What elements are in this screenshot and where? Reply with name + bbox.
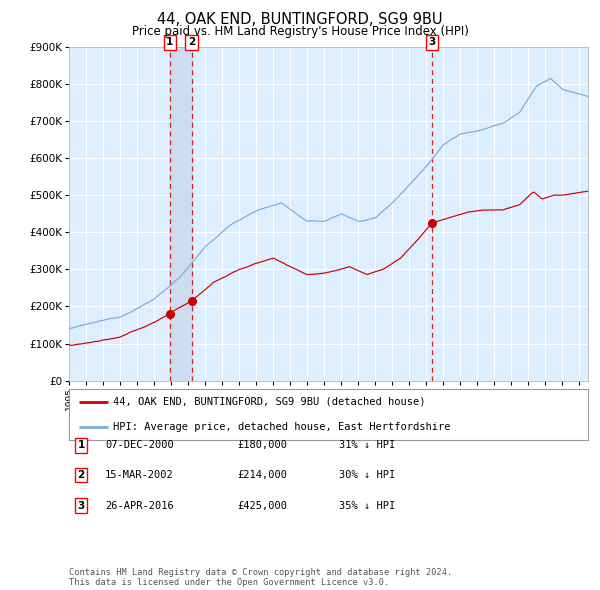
Text: 2: 2	[77, 470, 85, 480]
Text: 1: 1	[77, 441, 85, 450]
Text: 30% ↓ HPI: 30% ↓ HPI	[339, 470, 395, 480]
Text: HPI: Average price, detached house, East Hertfordshire: HPI: Average price, detached house, East…	[113, 422, 451, 432]
Text: £180,000: £180,000	[237, 441, 287, 450]
Text: 3: 3	[428, 37, 436, 47]
Text: 44, OAK END, BUNTINGFORD, SG9 9BU (detached house): 44, OAK END, BUNTINGFORD, SG9 9BU (detac…	[113, 397, 425, 407]
Bar	[170, 47, 191, 381]
Text: Price paid vs. HM Land Registry's House Price Index (HPI): Price paid vs. HM Land Registry's House …	[131, 25, 469, 38]
Text: 15-MAR-2002: 15-MAR-2002	[105, 470, 174, 480]
Text: 26-APR-2016: 26-APR-2016	[105, 501, 174, 510]
Text: 1: 1	[166, 37, 173, 47]
Text: £425,000: £425,000	[237, 501, 287, 510]
Text: Contains HM Land Registry data © Crown copyright and database right 2024.
This d: Contains HM Land Registry data © Crown c…	[69, 568, 452, 587]
Text: 3: 3	[77, 501, 85, 510]
Text: 07-DEC-2000: 07-DEC-2000	[105, 441, 174, 450]
Text: 35% ↓ HPI: 35% ↓ HPI	[339, 501, 395, 510]
Text: £214,000: £214,000	[237, 470, 287, 480]
Text: 31% ↓ HPI: 31% ↓ HPI	[339, 441, 395, 450]
Text: 44, OAK END, BUNTINGFORD, SG9 9BU: 44, OAK END, BUNTINGFORD, SG9 9BU	[157, 12, 443, 27]
Text: 2: 2	[188, 37, 196, 47]
